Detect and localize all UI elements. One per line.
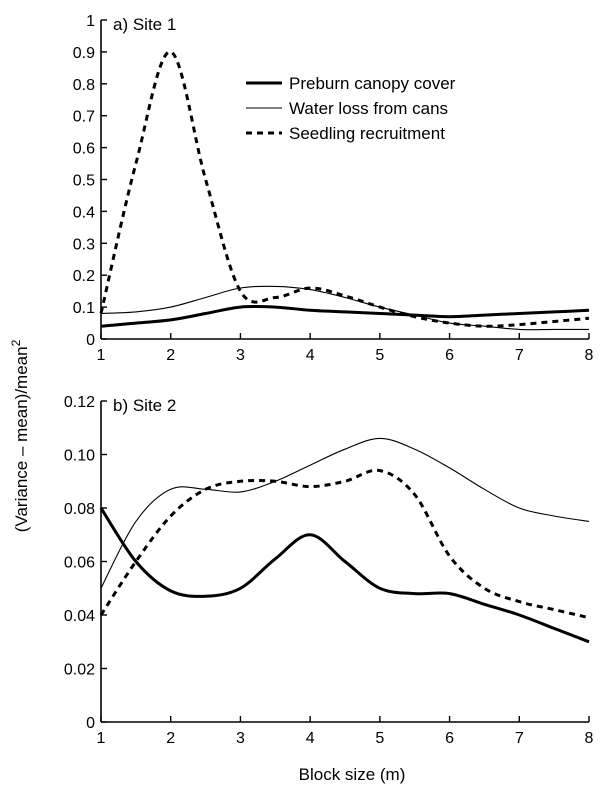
panel-a-series-line-3 bbox=[99, 50, 590, 328]
panel-a: 0 0.1 0.2 0.3 0.4 0.5 0.6 0.7 0.8 0.9 1 1 2 3 4 5 6 7 8 a)… bbox=[73, 13, 594, 364]
panel-a-x-tick-label: 7 bbox=[515, 347, 524, 364]
panel-a-series-line-2 bbox=[100, 285, 589, 331]
panel-a-series-line-1 bbox=[100, 304, 590, 328]
panel-b-series-line-2 bbox=[100, 437, 590, 589]
panel-a-y-tick-label: 0.3 bbox=[73, 236, 95, 253]
panel-b-series-line-1 bbox=[99, 507, 590, 644]
y-axis-title: (Variance – mean)/mean2 bbox=[9, 339, 31, 532]
y-axis-title-superscript: 2 bbox=[9, 339, 23, 346]
panel-b-x-tick-label: 4 bbox=[306, 730, 315, 747]
panel-b-series-layer bbox=[99, 437, 590, 644]
panel-b-x-tick-label: 7 bbox=[515, 730, 524, 747]
legend-label-3: Seedling recruitment bbox=[289, 124, 445, 143]
panel-a-title: a) Site 1 bbox=[113, 15, 176, 34]
panel-b-series-line-3 bbox=[99, 468, 590, 620]
panel-a-legend: Preburn canopy cover Water loss from cans… bbox=[246, 74, 456, 143]
panel-a-y-tick-label: 0.1 bbox=[73, 300, 95, 317]
panel-a-y-tick-label: 0.5 bbox=[73, 173, 95, 190]
panel-b-x-tick-label: 8 bbox=[585, 730, 594, 747]
panel-b-y-tick-label: 0.04 bbox=[64, 608, 95, 625]
panel-a-x-tick-label: 2 bbox=[166, 347, 175, 364]
panel-b-x-tick-label: 6 bbox=[445, 730, 454, 747]
panel-b: 0 0.02 0.04 0.06 0.08 0.10 0.12 1 2 3 4 5 6 7 8 b) Sit… bbox=[64, 394, 594, 747]
legend-label-1: Preburn canopy cover bbox=[289, 74, 456, 93]
panel-a-y-tick-label: 0 bbox=[86, 332, 95, 349]
panel-b-title: b) Site 2 bbox=[113, 396, 176, 415]
panel-a-y-tick-label: 0.8 bbox=[73, 77, 95, 94]
panel-b-y-tick-label: 0.06 bbox=[64, 555, 95, 572]
panel-b-y-tick-label: 0.10 bbox=[64, 448, 95, 465]
y-axis-title-text: (Variance – mean)/mean bbox=[12, 346, 31, 532]
panel-a-x-tick-label: 4 bbox=[306, 347, 315, 364]
panel-a-x-tick-label: 5 bbox=[375, 347, 384, 364]
panel-a-axes: 0 0.1 0.2 0.3 0.4 0.5 0.6 0.7 0.8 0.9 1 1 2 3 4 5 6 7 8 bbox=[73, 13, 594, 364]
panel-a-y-tick-label: 0.4 bbox=[73, 204, 95, 221]
panel-b-y-tick-label: 0 bbox=[86, 715, 95, 732]
panel-a-series-layer bbox=[99, 50, 590, 331]
panel-a-y-tick-label: 0.9 bbox=[73, 45, 95, 62]
panel-a-y-tick-label: 0.7 bbox=[73, 109, 95, 126]
panel-a-y-tick-label: 0.6 bbox=[73, 141, 95, 158]
panel-a-y-tick-label: 1 bbox=[86, 13, 95, 30]
panel-a-y-tick-label: 0.2 bbox=[73, 268, 95, 285]
panel-b-y-tick-label: 0.12 bbox=[64, 394, 95, 411]
panel-b-x-tick-label: 5 bbox=[375, 730, 384, 747]
panel-a-x-tick-label: 3 bbox=[236, 347, 245, 364]
panel-b-axes: 0 0.02 0.04 0.06 0.08 0.10 0.12 1 2 3 4 5 6 7 8 bbox=[64, 394, 594, 747]
panel-b-y-tick-label: 0.08 bbox=[64, 501, 95, 518]
panel-a-x-tick-label: 1 bbox=[97, 347, 106, 364]
panel-a-x-tick-label: 6 bbox=[445, 347, 454, 364]
panel-b-x-tick-label: 3 bbox=[236, 730, 245, 747]
panel-b-x-tick-label: 1 bbox=[97, 730, 106, 747]
panel-b-y-tick-label: 0.02 bbox=[64, 662, 95, 679]
x-axis-title: Block size (m) bbox=[299, 765, 406, 784]
panel-a-x-tick-label: 8 bbox=[585, 347, 594, 364]
legend-label-2: Water loss from cans bbox=[289, 99, 448, 118]
panel-b-x-tick-label: 2 bbox=[166, 730, 175, 747]
